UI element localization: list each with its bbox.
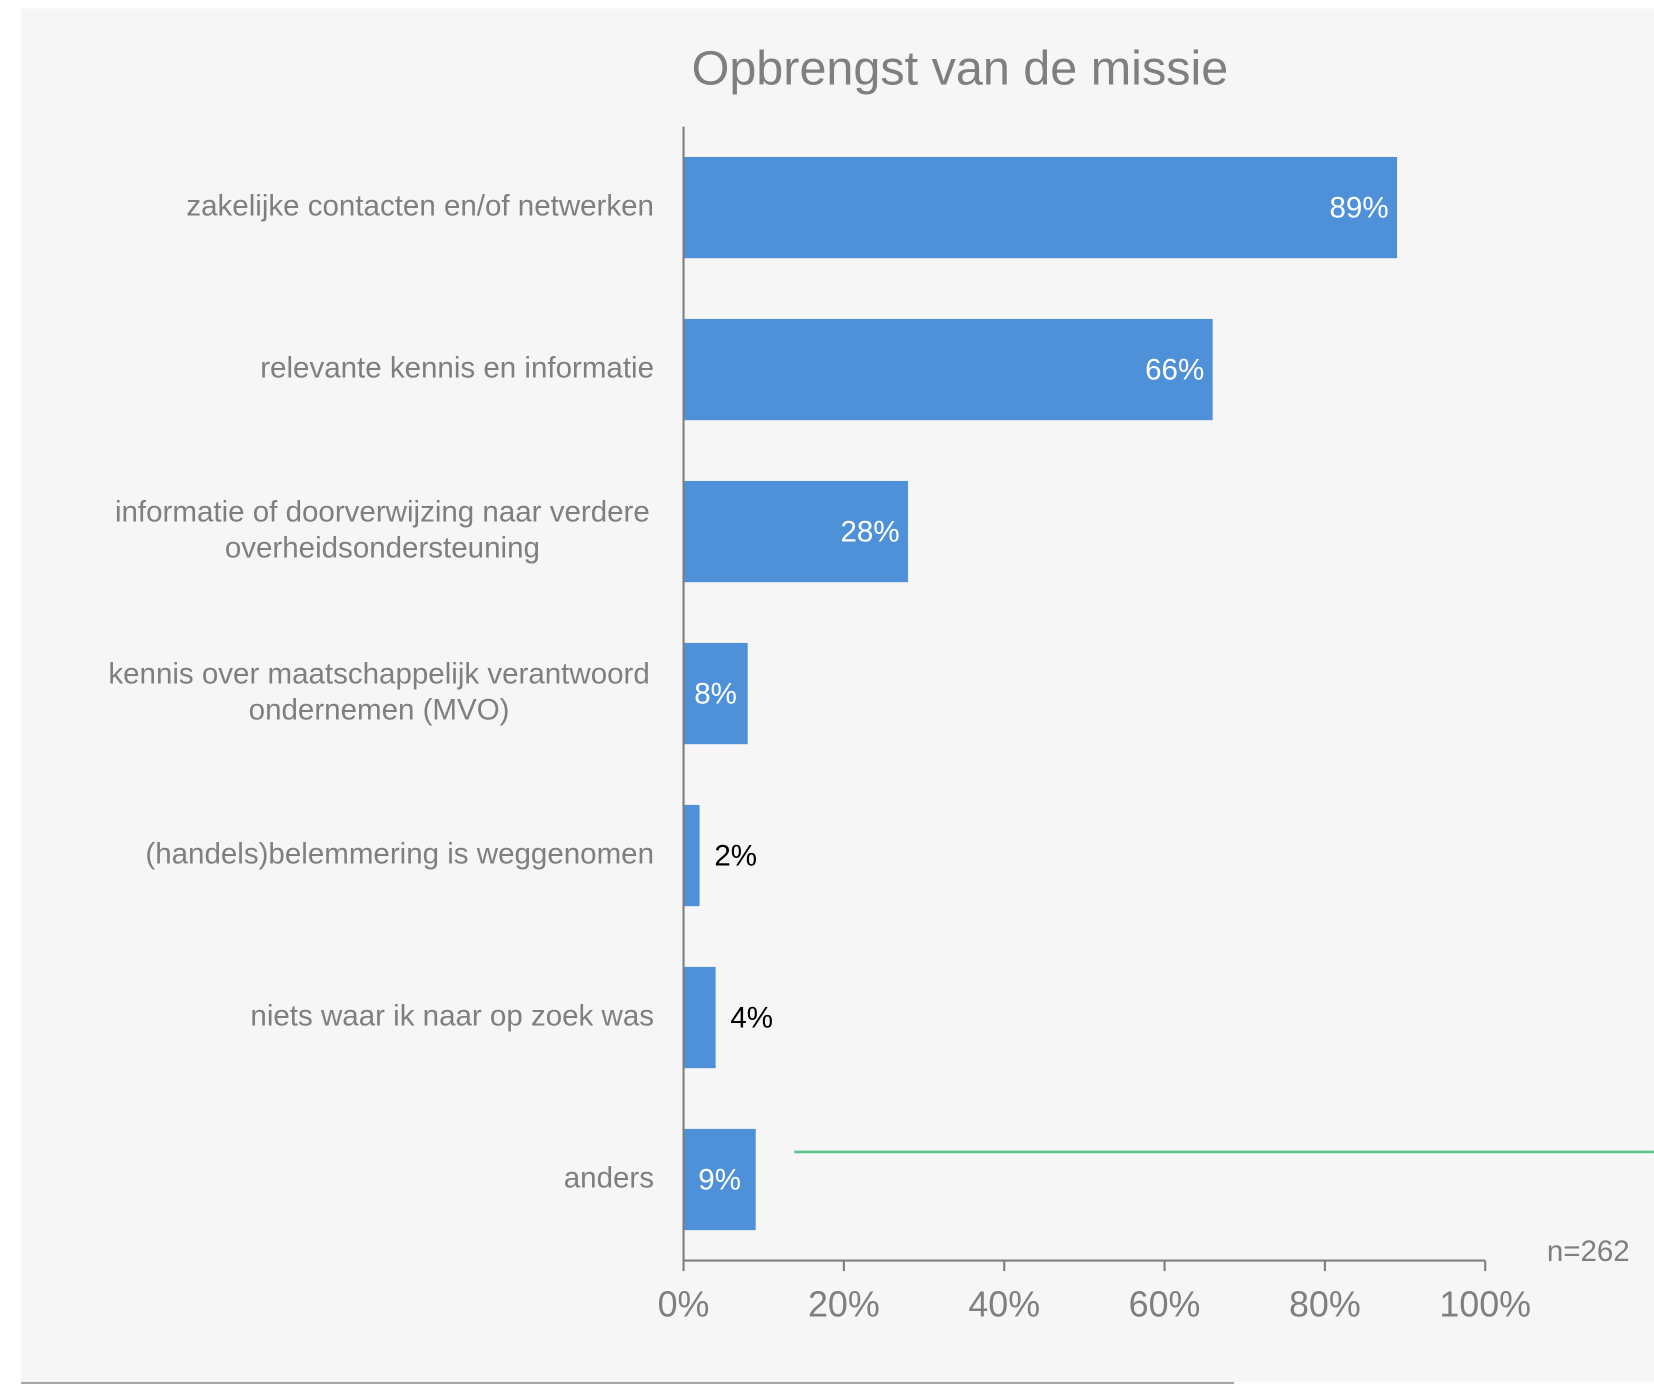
x-tick-label: 80%: [1289, 1284, 1361, 1324]
data-label: 9%: [698, 1163, 741, 1196]
y-tick-label: kennis over maatschappelijk verantwoord o…: [108, 657, 649, 726]
bar: [683, 642, 748, 745]
y-tick-label: zakelijke contacten en/of netwerken: [186, 189, 654, 222]
y-tick-label: anders: [564, 1161, 654, 1194]
y-tick-label: niets waar ik naar op zoek was: [250, 999, 654, 1032]
data-label: 4%: [730, 1001, 773, 1034]
data-label: 2%: [714, 839, 757, 872]
x-tick-label: 40%: [968, 1284, 1040, 1324]
bar: [683, 804, 700, 907]
y-tick-label: relevante kennis en informatie: [260, 351, 654, 384]
data-label: 89%: [1330, 191, 1389, 224]
data-label: 28%: [840, 515, 899, 548]
bar: [683, 1128, 756, 1231]
data-label: 66%: [1145, 353, 1204, 386]
bar: [683, 966, 716, 1069]
sample-size: n=262: [1547, 1235, 1630, 1268]
bar: [683, 156, 1398, 259]
y-tick-label: informatie of doorverwijzing naar verder…: [115, 495, 650, 564]
y-tick-label: (handels)belemmering is weggenomen: [145, 837, 654, 870]
bar: [683, 480, 909, 583]
x-tick-label: 100%: [1439, 1284, 1531, 1324]
x-tick-label: 20%: [808, 1284, 880, 1324]
x-tick-label: 60%: [1129, 1284, 1201, 1324]
data-label: 8%: [694, 677, 737, 710]
x-tick-label: 0%: [658, 1284, 710, 1324]
bar: [683, 318, 1213, 421]
chart-title: Opbrengst van de missie: [692, 42, 1229, 96]
